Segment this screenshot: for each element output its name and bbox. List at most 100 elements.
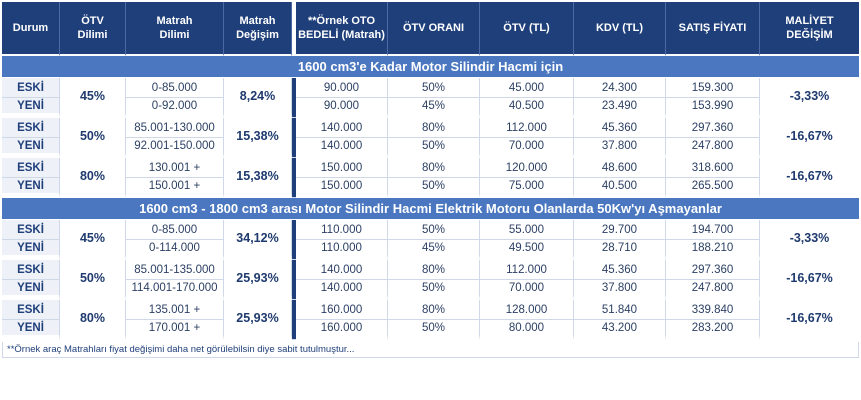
kdv-amount-cell: 29.700 bbox=[574, 220, 666, 240]
sale-price-cell: 194.700 bbox=[666, 220, 760, 240]
table-row: ESKİ 50% 85.001-130.000 15,38% 140.000 80% 112… bbox=[2, 118, 859, 158]
header-line: Matrah bbox=[239, 15, 276, 27]
otv-amount-cell: 70.000 bbox=[480, 138, 574, 158]
matrah-range-cell: 114.001-170.000 bbox=[126, 280, 224, 300]
sample-price-cell: 150.000 bbox=[296, 158, 388, 178]
header-row: Durum ÖTV Dilimi Matrah Dilimi Matrah Değişim *… bbox=[2, 2, 859, 56]
sample-price-cell: 90.000 bbox=[296, 98, 388, 118]
otv-bracket-cell: 45% bbox=[60, 220, 126, 260]
table-row: YENİ 92.001-150.000 140.000 50% 70.000 37.800… bbox=[2, 138, 859, 158]
otv-rate-cell: 80% bbox=[388, 158, 480, 178]
sample-price-cell: 90.000 bbox=[296, 78, 388, 98]
sale-price-cell: 265.500 bbox=[666, 178, 760, 198]
matrah-range-cell: 0-114.000 bbox=[126, 240, 224, 260]
header-line: KDV (TL) bbox=[595, 22, 644, 34]
sample-price-cell: 140.000 bbox=[296, 118, 388, 138]
otv-bracket-cell: 45% bbox=[60, 78, 126, 118]
kdv-amount-cell: 51.840 bbox=[574, 300, 666, 320]
cost-change-cell: -16,67% bbox=[760, 260, 859, 300]
otv-bracket-cell: 80% bbox=[60, 158, 126, 198]
section-title: 1600 cm3 - 1800 cm3 arası Motor Silindir… bbox=[2, 198, 859, 220]
kdv-amount-cell: 40.500 bbox=[574, 178, 666, 198]
matrah-change-cell: 25,93% bbox=[224, 300, 292, 340]
otv-bracket-cell: 50% bbox=[60, 260, 126, 300]
header-line: Matrah bbox=[156, 15, 193, 27]
status-cell: YENİ bbox=[2, 98, 60, 118]
sample-price-cell: 160.000 bbox=[296, 300, 388, 320]
matrah-range-cell: 130.001 + bbox=[126, 158, 224, 178]
otv-amount-cell: 55.000 bbox=[480, 220, 574, 240]
table-row: YENİ 0-92.000 90.000 45% 40.500 23.490 153.990 bbox=[2, 98, 859, 118]
otv-rate-cell: 80% bbox=[388, 300, 480, 320]
otv-amount-cell: 80.000 bbox=[480, 320, 574, 340]
tax-bracket-group: ESKİ 80% 135.001 +25,93% 160.000 80% 128.000 5… bbox=[2, 300, 859, 340]
header-line: BEDELİ (Matrah) bbox=[298, 29, 385, 41]
otv-rate-cell: 50% bbox=[388, 138, 480, 158]
header-line: ÖTV bbox=[81, 15, 104, 27]
kdv-amount-cell: 37.800 bbox=[574, 138, 666, 158]
header-line: SATIŞ FİYATI bbox=[678, 22, 747, 34]
status-cell: YENİ bbox=[2, 240, 60, 260]
kdv-amount-cell: 48.600 bbox=[574, 158, 666, 178]
header-cell: SATIŞ FİYATI bbox=[666, 2, 760, 56]
sample-price-cell: 140.000 bbox=[296, 260, 388, 280]
otv-rate-cell: 45% bbox=[388, 240, 480, 260]
sale-price-cell: 318.600 bbox=[666, 158, 760, 178]
matrah-range-cell: 0-92.000 bbox=[126, 98, 224, 118]
header-cell: **Örnek OTO BEDELİ (Matrah) bbox=[296, 2, 388, 56]
matrah-range-cell: 85.001-130.000 bbox=[126, 118, 224, 138]
section-header: 1600 cm3 - 1800 cm3 arası Motor Silindir… bbox=[2, 198, 859, 220]
otv-amount-cell: 40.500 bbox=[480, 98, 574, 118]
kdv-amount-cell: 37.800 bbox=[574, 280, 666, 300]
table-row: YENİ 150.001 + 150.000 50% 75.000 40.500 265.5… bbox=[2, 178, 859, 198]
otv-amount-cell: 75.000 bbox=[480, 178, 574, 198]
sale-price-cell: 153.990 bbox=[666, 98, 760, 118]
otv-rate-cell: 45% bbox=[388, 98, 480, 118]
sample-price-cell: 160.000 bbox=[296, 320, 388, 340]
table-row: YENİ 114.001-170.000 140.000 50% 70.000 37.80… bbox=[2, 280, 859, 300]
column-divider bbox=[292, 300, 296, 340]
kdv-amount-cell: 23.490 bbox=[574, 98, 666, 118]
matrah-change-cell: 25,93% bbox=[224, 260, 292, 300]
otv-comparison-table: Durum ÖTV Dilimi Matrah Dilimi Matrah Değişim *… bbox=[2, 2, 859, 340]
header-cell: ÖTV Dilimi bbox=[60, 2, 126, 56]
matrah-range-cell: 92.001-150.000 bbox=[126, 138, 224, 158]
sale-price-cell: 339.840 bbox=[666, 300, 760, 320]
cost-change-cell: -16,67% bbox=[760, 300, 859, 340]
sale-price-cell: 159.300 bbox=[666, 78, 760, 98]
sale-price-cell: 247.800 bbox=[666, 138, 760, 158]
cost-change-cell: -3,33% bbox=[760, 220, 859, 260]
header-line: Dilimi bbox=[77, 29, 108, 41]
otv-amount-cell: 112.000 bbox=[480, 118, 574, 138]
status-cell: YENİ bbox=[2, 178, 60, 198]
otv-amount-cell: 112.000 bbox=[480, 260, 574, 280]
matrah-change-cell: 34,12% bbox=[224, 220, 292, 260]
header-cell: MALİYET DEĞİŞİM bbox=[760, 2, 859, 56]
tax-bracket-group: ESKİ 45% 0-85.000 34,12% 110.000 50% 55.000 29.… bbox=[2, 220, 859, 260]
tax-bracket-group: ESKİ 45% 0-85.000 8,24% 90.000 50% 45.000 24.30… bbox=[2, 78, 859, 118]
section-title: 1600 cm3'e Kadar Motor Silindir Hacmi iç… bbox=[2, 56, 859, 78]
otv-rate-cell: 50% bbox=[388, 320, 480, 340]
table-header: Durum ÖTV Dilimi Matrah Dilimi Matrah Değişim *… bbox=[2, 2, 859, 56]
header-cell: ÖTV (TL) bbox=[480, 2, 574, 56]
header-line: **Örnek OTO bbox=[307, 15, 376, 27]
status-cell: YENİ bbox=[2, 320, 60, 340]
column-divider bbox=[292, 118, 296, 158]
cost-change-cell: -16,67% bbox=[760, 118, 859, 158]
section-row: 1600 cm3 - 1800 cm3 arası Motor Silindir… bbox=[2, 198, 859, 220]
status-cell: YENİ bbox=[2, 280, 60, 300]
otv-rate-cell: 80% bbox=[388, 118, 480, 138]
header-divider bbox=[292, 2, 296, 56]
matrah-change-cell: 8,24% bbox=[224, 78, 292, 118]
table-row: ESKİ 45% 0-85.000 34,12% 110.000 50% 55.000 29.… bbox=[2, 220, 859, 260]
column-divider bbox=[292, 260, 296, 300]
matrah-range-cell: 170.001 + bbox=[126, 320, 224, 340]
cost-change-cell: -16,67% bbox=[760, 158, 859, 198]
status-cell: ESKİ bbox=[2, 300, 60, 320]
status-cell: ESKİ bbox=[2, 260, 60, 280]
table-row: ESKİ 45% 0-85.000 8,24% 90.000 50% 45.000 24.30… bbox=[2, 78, 859, 118]
otv-amount-cell: 128.000 bbox=[480, 300, 574, 320]
sale-price-cell: 188.210 bbox=[666, 240, 760, 260]
sample-price-cell: 140.000 bbox=[296, 280, 388, 300]
status-cell: ESKİ bbox=[2, 78, 60, 98]
